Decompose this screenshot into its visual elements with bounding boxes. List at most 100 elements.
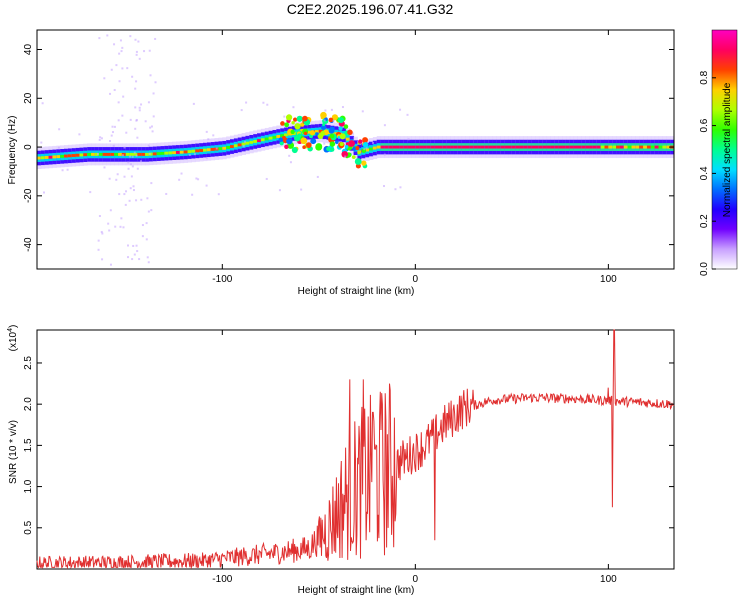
spectrogram-ridge xyxy=(399,145,405,149)
spectrogram-ridge xyxy=(52,155,57,159)
spectrogram-noise xyxy=(130,163,133,166)
spectrogram-blob xyxy=(300,122,305,127)
spectrogram-ridge xyxy=(268,136,273,140)
spectrogram-blob xyxy=(347,129,353,136)
spectrogram-noise xyxy=(123,175,126,178)
spectrogram-ridge xyxy=(272,135,277,139)
spectrogram-noise xyxy=(127,256,130,259)
spectrogram-ridge xyxy=(249,140,254,144)
spectrogram-noise xyxy=(135,118,138,121)
spectrogram-ridge xyxy=(106,152,111,156)
spectrogram-noise xyxy=(126,244,129,247)
snr-x-tick-label: 100 xyxy=(600,574,617,585)
spectrogram-ridge xyxy=(450,145,455,149)
spectrogram-noise xyxy=(103,166,106,169)
spectrogram-blob xyxy=(344,145,349,149)
snr-x-ticks: -100 0 100 xyxy=(212,330,617,585)
spectrogram-noise xyxy=(108,229,111,232)
spectrogram-noise xyxy=(150,125,153,128)
spectrogram-ridge xyxy=(473,145,478,149)
spectrogram-ridge xyxy=(187,150,192,154)
spectrogram-ridge xyxy=(592,145,598,149)
spectrogram-ridge xyxy=(488,145,494,149)
spectrogram-ridge xyxy=(511,145,517,149)
spectrogram-noise xyxy=(131,75,134,78)
spectrogram-ridge xyxy=(233,144,239,148)
spectrogram-noise xyxy=(140,103,143,106)
spectrogram-noise xyxy=(130,175,133,178)
spectrogram-noise xyxy=(330,108,333,111)
spectrogram-ridge xyxy=(550,145,555,149)
spectrogram-noise xyxy=(57,146,60,149)
spectrogram-blob xyxy=(354,158,362,165)
spectrogram-noise xyxy=(115,178,118,181)
spectrogram-noise xyxy=(278,189,281,192)
spectrogram-noise xyxy=(135,154,138,157)
spectrogram-noise xyxy=(98,37,101,40)
spectrogram-noise xyxy=(127,161,130,164)
spectrogram-blob xyxy=(339,142,344,147)
spectrogram-blob xyxy=(293,117,298,122)
spectrogram-noise xyxy=(245,101,248,104)
spectrogram-blob xyxy=(285,114,293,121)
spectrogram-ridge xyxy=(519,145,524,149)
spectrogram-ridge xyxy=(118,152,123,156)
spectrogram-noise xyxy=(133,253,136,256)
spectrogram-noise xyxy=(97,239,100,242)
spectrogram-blob xyxy=(343,124,349,129)
snr-y-tick-label: 0.5 xyxy=(23,520,34,534)
spectrogram-ridge xyxy=(183,150,189,154)
spectrogram-blob xyxy=(286,137,293,145)
spectrogram-noise xyxy=(129,35,132,38)
spectrogram-ridge xyxy=(589,145,594,149)
spectrogram-ridge xyxy=(37,156,42,160)
snr-x-tick-label: -100 xyxy=(212,574,232,585)
spectrogram-ridge xyxy=(562,145,567,149)
spectrogram-noise xyxy=(324,109,327,112)
spectrogram-ridge xyxy=(500,145,505,149)
spectrogram-blob xyxy=(339,133,346,140)
snr-y-tick-label: 1.0 xyxy=(23,479,34,493)
spectrogram-ridge xyxy=(129,152,135,156)
spectrogram-noise xyxy=(332,119,335,122)
spectrogram-blob xyxy=(352,146,357,151)
spectrogram-blob xyxy=(296,115,303,122)
spectrogram-ridge xyxy=(604,145,609,149)
snr-x-tick-label: 0 xyxy=(413,574,419,585)
spectrogram-noise xyxy=(138,106,141,109)
spectrogram-noise xyxy=(100,230,103,233)
spectrogram-y-tick-label: -20 xyxy=(23,188,34,203)
spectrogram-blob xyxy=(320,131,326,136)
spectrogram-ridge xyxy=(546,145,551,149)
spectrogram-noise xyxy=(111,125,114,128)
spectrogram-noise xyxy=(134,87,137,90)
spectrogram-noise xyxy=(406,113,409,116)
spectrogram-blob xyxy=(293,134,301,142)
spectrogram-ridge xyxy=(145,152,150,156)
spectrogram-ridge xyxy=(496,145,501,149)
spectrogram-noise xyxy=(113,43,116,46)
spectrogram-blob xyxy=(320,124,327,130)
spectrogram-noise xyxy=(147,144,150,147)
spectrogram-noise xyxy=(126,67,129,70)
spectrogram-ridge xyxy=(280,134,285,138)
snr-y-tick-label: 1.5 xyxy=(23,438,34,452)
spectrogram-noise xyxy=(152,92,155,95)
spectrogram-ridge xyxy=(64,154,69,158)
spectrogram-blob xyxy=(355,146,360,151)
spectrogram-noise xyxy=(195,177,198,180)
spectrogram-noise xyxy=(289,161,292,164)
spectrogram-noise xyxy=(132,244,135,247)
colorbar-tick-label: 0.6 xyxy=(699,118,710,132)
spectrogram-ridge xyxy=(67,154,73,158)
spectrogram-ridge xyxy=(643,145,648,149)
spectrogram-ridge xyxy=(206,148,212,152)
spectrogram-ridge xyxy=(307,130,312,134)
spectrogram-ridge xyxy=(388,145,393,149)
spectrogram-blob xyxy=(278,137,283,143)
spectrogram-ridge xyxy=(569,145,575,149)
spectrogram-noise xyxy=(123,146,126,149)
spectrogram-noise xyxy=(145,222,148,225)
spectrogram-noise xyxy=(66,168,69,171)
spectrogram-ridge xyxy=(658,145,663,149)
